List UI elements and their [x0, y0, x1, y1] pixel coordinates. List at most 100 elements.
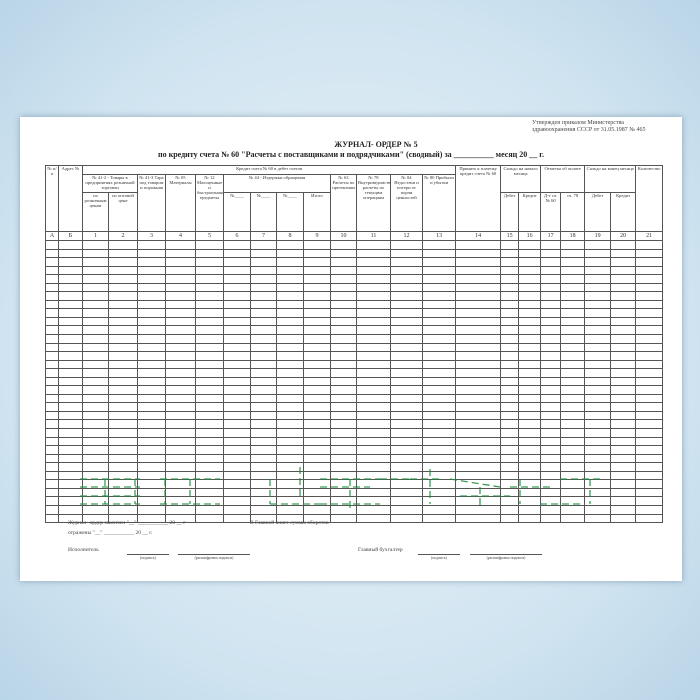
table-cell[interactable] — [108, 453, 138, 464]
table-cell[interactable] — [540, 385, 562, 395]
table-cell[interactable] — [455, 282, 502, 293]
table-cell[interactable] — [276, 334, 304, 344]
table-cell[interactable] — [250, 240, 277, 250]
table-cell[interactable] — [540, 445, 562, 455]
table-cell[interactable] — [518, 299, 542, 310]
table-cell[interactable] — [455, 419, 502, 430]
table-cell[interactable] — [356, 282, 391, 293]
table-cell[interactable] — [356, 393, 391, 404]
table-cell[interactable] — [330, 496, 357, 506]
table-cell[interactable] — [455, 402, 502, 412]
table-cell[interactable] — [137, 248, 166, 259]
table-cell[interactable] — [500, 334, 520, 344]
table-cell[interactable] — [195, 257, 224, 267]
table-cell[interactable] — [540, 376, 562, 387]
table-cell[interactable] — [250, 410, 277, 421]
table-cell[interactable] — [540, 257, 562, 267]
table-cell[interactable] — [137, 487, 166, 498]
table-cell[interactable] — [303, 240, 331, 250]
table-cell[interactable] — [540, 419, 562, 430]
table-cell[interactable] — [500, 308, 520, 318]
table-cell[interactable] — [45, 240, 59, 250]
table-cell[interactable] — [500, 240, 520, 250]
table-cell[interactable] — [518, 291, 542, 301]
table-cell[interactable] — [390, 385, 423, 395]
table-cell[interactable] — [303, 393, 331, 404]
table-cell[interactable] — [584, 342, 612, 353]
table-cell[interactable] — [584, 513, 612, 524]
table-cell[interactable] — [500, 487, 520, 498]
table-cell[interactable] — [560, 428, 586, 438]
table-cell[interactable] — [137, 308, 166, 318]
table-cell[interactable] — [635, 240, 664, 250]
table-cell[interactable] — [108, 410, 138, 421]
table-cell[interactable] — [330, 265, 357, 276]
table-cell[interactable] — [276, 479, 304, 489]
table-cell[interactable] — [390, 419, 423, 430]
table-cell[interactable] — [455, 334, 502, 344]
table-cell[interactable] — [108, 487, 138, 498]
table-cell[interactable] — [195, 487, 224, 498]
table-cell[interactable] — [45, 376, 59, 387]
table-cell[interactable] — [455, 299, 502, 310]
table-cell[interactable] — [421, 453, 457, 464]
table-cell[interactable] — [500, 299, 520, 310]
table-cell[interactable] — [421, 393, 457, 404]
table-cell[interactable] — [195, 428, 224, 438]
table-cell[interactable] — [610, 410, 637, 421]
table-cell[interactable] — [276, 368, 304, 378]
table-cell[interactable] — [82, 428, 109, 438]
table-cell[interactable] — [137, 274, 166, 284]
table-cell[interactable] — [635, 257, 664, 267]
table-cell[interactable] — [303, 282, 331, 293]
table-cell[interactable] — [390, 240, 423, 250]
table-cell[interactable] — [165, 470, 196, 481]
table-cell[interactable] — [137, 291, 166, 301]
table-cell[interactable] — [500, 351, 520, 361]
table-cell[interactable] — [108, 325, 138, 335]
table-cell[interactable] — [276, 487, 304, 498]
table-cell[interactable] — [610, 291, 637, 301]
table-cell[interactable] — [390, 316, 423, 327]
table-cell[interactable] — [356, 325, 391, 335]
table-cell[interactable] — [518, 470, 542, 481]
table-cell[interactable] — [610, 393, 637, 404]
table-cell[interactable] — [330, 257, 357, 267]
table-cell[interactable] — [356, 470, 391, 481]
table-cell[interactable] — [82, 402, 109, 412]
table-cell[interactable] — [635, 504, 664, 515]
table-cell[interactable] — [635, 308, 664, 318]
table-cell[interactable] — [108, 368, 138, 378]
table-cell[interactable] — [635, 376, 664, 387]
table-cell[interactable] — [500, 428, 520, 438]
table-cell[interactable] — [500, 325, 520, 335]
table-cell[interactable] — [58, 257, 83, 267]
table-cell[interactable] — [250, 470, 277, 481]
table-cell[interactable] — [108, 334, 138, 344]
table-cell[interactable] — [540, 479, 562, 489]
table-cell[interactable] — [518, 342, 542, 353]
table-cell[interactable] — [276, 282, 304, 293]
table-cell[interactable] — [356, 240, 391, 250]
table-cell[interactable] — [455, 257, 502, 267]
table-cell[interactable] — [165, 351, 196, 361]
table-cell[interactable] — [500, 257, 520, 267]
table-cell[interactable] — [610, 470, 637, 481]
table-cell[interactable] — [421, 385, 457, 395]
table-cell[interactable] — [303, 299, 331, 310]
table-cell[interactable] — [635, 342, 664, 353]
table-cell[interactable] — [390, 248, 423, 259]
table-cell[interactable] — [223, 308, 251, 318]
table-cell[interactable] — [560, 359, 586, 370]
table-cell[interactable] — [390, 265, 423, 276]
table-cell[interactable] — [610, 325, 637, 335]
table-cell[interactable] — [356, 462, 391, 472]
table-cell[interactable] — [421, 513, 457, 524]
table-cell[interactable] — [584, 462, 612, 472]
table-cell[interactable] — [165, 359, 196, 370]
table-cell[interactable] — [635, 487, 664, 498]
table-cell[interactable] — [330, 299, 357, 310]
table-cell[interactable] — [165, 428, 196, 438]
table-cell[interactable] — [421, 436, 457, 447]
table-cell[interactable] — [250, 282, 277, 293]
